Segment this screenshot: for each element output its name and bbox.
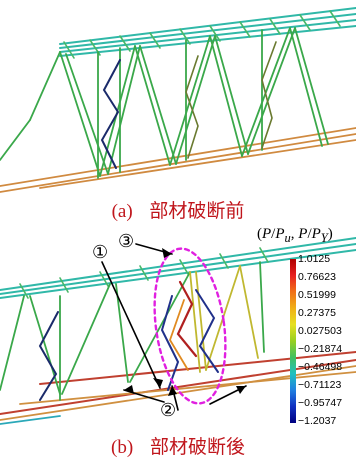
- caption-b-text: 部材破断後: [149, 437, 245, 458]
- caption-b-label: (b): [111, 437, 134, 458]
- colorbar-tick: −0.95747: [298, 397, 343, 409]
- truss-panel-a: [0, 7, 356, 193]
- caption-a-text: 部材破断前: [149, 201, 245, 222]
- colorbar-tick: 0.51999: [298, 289, 336, 301]
- marker-3: ③: [118, 231, 135, 252]
- colorbar-tick: −0.71123: [298, 379, 342, 391]
- caption-b: (b) 部材破断後: [0, 432, 356, 459]
- colorbar-title: (P/Pu, P/PY): [257, 226, 333, 245]
- colorbar-tick: 0.27375: [298, 307, 336, 319]
- marker-2: ②: [160, 400, 177, 421]
- truss-panel-b: [0, 237, 356, 425]
- fracture-region-ellipse: [153, 247, 227, 405]
- colorbar-tick: −0.21874: [298, 343, 343, 355]
- colorbar-tick: 0.76623: [298, 271, 336, 283]
- caption-a-label: (a): [111, 201, 133, 222]
- colorbar-tick: 0.027503: [298, 325, 342, 337]
- marker-1: ①: [92, 242, 109, 263]
- caption-a: (a) 部材破断前: [0, 196, 356, 223]
- colorbar-tick: −1.2037: [298, 415, 337, 427]
- colorbar-tick: 1.0125: [298, 253, 331, 265]
- colorbar-tick: −0.46498: [298, 361, 343, 373]
- colorbar: [290, 259, 296, 423]
